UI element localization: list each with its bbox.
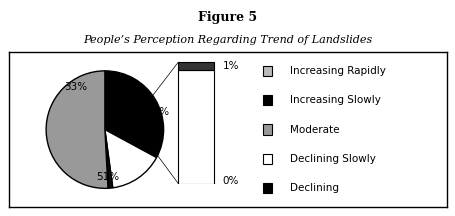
Bar <box>263 66 271 76</box>
Text: 15%: 15% <box>147 107 170 117</box>
Text: People’s Perception Regarding Trend of Landslides: People’s Perception Regarding Trend of L… <box>83 35 372 44</box>
Text: Increasing Rapidly: Increasing Rapidly <box>289 66 385 76</box>
Bar <box>178 70 213 184</box>
Wedge shape <box>105 71 163 158</box>
Wedge shape <box>105 130 156 188</box>
Text: Declining: Declining <box>289 183 338 193</box>
Text: Figure 5: Figure 5 <box>198 11 257 24</box>
Text: 1%: 1% <box>222 61 238 71</box>
Wedge shape <box>105 130 112 188</box>
Text: 1%: 1% <box>147 127 163 138</box>
Text: 0%: 0% <box>222 176 238 186</box>
Text: 51%: 51% <box>96 172 119 182</box>
Text: Declining Slowly: Declining Slowly <box>289 154 375 164</box>
Text: Increasing Slowly: Increasing Slowly <box>289 95 380 105</box>
Bar <box>263 124 271 135</box>
Bar <box>178 62 213 70</box>
Wedge shape <box>105 130 109 188</box>
Bar <box>263 95 271 105</box>
Bar <box>263 183 271 194</box>
Text: 33%: 33% <box>64 82 87 92</box>
Bar <box>263 154 271 164</box>
Wedge shape <box>46 71 108 188</box>
Text: Moderate: Moderate <box>289 125 339 135</box>
